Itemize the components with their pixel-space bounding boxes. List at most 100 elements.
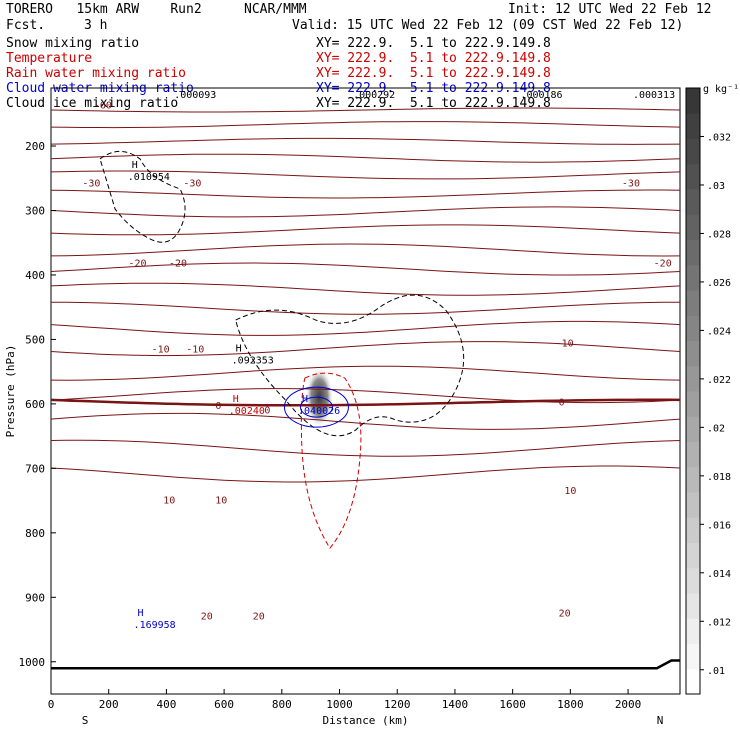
colorbar-segment bbox=[686, 517, 700, 543]
colorbar-tick-label: .024 bbox=[707, 326, 731, 337]
isotherm-line bbox=[50, 137, 681, 145]
colorbar-tick-label: .022 bbox=[707, 375, 731, 386]
colorbar-segment bbox=[686, 441, 700, 468]
isotherm-label: -30 bbox=[82, 178, 100, 189]
colorbar-segment bbox=[686, 315, 700, 341]
snow-contour-upper bbox=[99, 150, 186, 243]
colorbar-segment bbox=[686, 593, 700, 619]
colorbar-segment bbox=[686, 542, 700, 569]
y-tick-label: 700 bbox=[25, 462, 45, 475]
isotherm-line bbox=[50, 243, 681, 257]
x-tick-label: 600 bbox=[214, 698, 234, 711]
max-marker-symbol: H bbox=[302, 394, 308, 405]
legend-rain-xy: XY= 222.9. 5.1 to 222.9.149.8 bbox=[316, 66, 551, 81]
isotherm-label: -60 bbox=[94, 100, 112, 111]
legend-temp-xy: XY= 222.9. 5.1 to 222.9.149.8 bbox=[316, 51, 551, 66]
init-time: Init: 12 UTC Wed 22 Feb 12 bbox=[508, 2, 712, 17]
legend-snow-xy: XY= 222.9. 5.1 to 222.9.149.8 bbox=[316, 36, 551, 51]
isotherm-line bbox=[50, 320, 681, 336]
y-tick-label: 600 bbox=[25, 398, 45, 411]
isotherm-line bbox=[50, 224, 681, 236]
colorbar-segment bbox=[686, 365, 700, 392]
isotherm-line bbox=[50, 153, 681, 163]
isotherm-line bbox=[50, 206, 681, 218]
colorbar-segment bbox=[686, 391, 700, 417]
x-tick-label: 2000 bbox=[615, 698, 642, 711]
x-tick-label: 0 bbox=[48, 698, 55, 711]
colorbar-segment bbox=[686, 290, 700, 316]
isotherm-label: -10 bbox=[152, 345, 170, 356]
legend-temp: Temperature bbox=[6, 51, 93, 66]
isotherm-label: -30 bbox=[622, 178, 640, 189]
top-value-label: .000292 bbox=[353, 90, 395, 101]
y-tick-label: 800 bbox=[25, 527, 45, 540]
isotherm-line bbox=[50, 465, 681, 483]
colorbar-segment bbox=[686, 138, 700, 165]
org-label: NCAR/MMM bbox=[244, 2, 307, 17]
zero-degree-isotherm bbox=[50, 398, 681, 407]
colorbar-tick-label: .032 bbox=[707, 132, 731, 143]
isotherm-line bbox=[50, 107, 681, 113]
isotherm-line bbox=[50, 282, 681, 296]
endpoint-left: S bbox=[82, 714, 89, 727]
max-marker-symbol: H bbox=[138, 608, 144, 619]
isotherm-label: -30 bbox=[183, 178, 201, 189]
snow-contour-mid bbox=[235, 294, 465, 437]
isotherm-line bbox=[50, 388, 681, 404]
x-tick-label: 1800 bbox=[557, 698, 584, 711]
isotherm-label: 20 bbox=[559, 608, 571, 619]
max-marker-value: .169958 bbox=[134, 620, 176, 631]
y-tick-label: 300 bbox=[25, 204, 45, 217]
legend-rain: Rain water mixing ratio bbox=[6, 66, 187, 81]
top-value-label: .000186 bbox=[520, 90, 562, 101]
isotherm-label: 10 bbox=[215, 496, 227, 507]
isotherm-label: 10 bbox=[564, 486, 576, 497]
max-marker-symbol: H bbox=[236, 344, 242, 355]
y-axis-label: Pressure (hPa) bbox=[4, 345, 17, 438]
max-marker-symbol: H bbox=[132, 160, 138, 171]
colorbar-tick-label: .012 bbox=[707, 617, 731, 628]
valid-time: Valid: 15 UTC Wed 22 Feb 12 (09 CST Wed … bbox=[292, 18, 684, 33]
colorbar-segment bbox=[686, 113, 700, 139]
isotherm-line bbox=[50, 121, 681, 129]
x-tick-label: 1600 bbox=[499, 698, 526, 711]
max-marker-value: .040026 bbox=[298, 406, 340, 417]
cloudwater-contour-outer bbox=[283, 386, 349, 428]
fcst-value: 3 h bbox=[84, 18, 108, 33]
colorbar-segment bbox=[686, 567, 700, 594]
colorbar-tick-label: .02 bbox=[707, 423, 725, 434]
isotherm-label: 0 bbox=[559, 398, 565, 409]
x-tick-label: 200 bbox=[99, 698, 119, 711]
isotherm-label: -20 bbox=[654, 258, 672, 269]
cloudwater-contour-inner bbox=[299, 396, 333, 418]
colorbar-tick-label: .014 bbox=[707, 569, 731, 580]
isotherm-label: -10 bbox=[186, 345, 204, 356]
plot-frame bbox=[50, 87, 681, 695]
legend-cloudice-xy: XY= 222.9. 5.1 to 222.9.149.8 bbox=[316, 96, 551, 111]
colorbar-segment bbox=[686, 264, 700, 291]
isotherm-label: -20 bbox=[129, 258, 147, 269]
model-title: TORERO 15km ARW Run2 bbox=[6, 2, 202, 17]
max-marker-symbol: H bbox=[233, 394, 239, 405]
x-tick-label: 1400 bbox=[442, 698, 469, 711]
top-value-label: .000093 bbox=[174, 90, 216, 101]
isotherm-line bbox=[50, 412, 681, 430]
isotherm-line bbox=[50, 170, 681, 180]
colorbar-segment bbox=[686, 668, 700, 695]
colorbar-tick-label: .016 bbox=[707, 520, 731, 531]
isotherm-line bbox=[50, 301, 681, 315]
colorbar-tick-label: .03 bbox=[707, 181, 725, 192]
y-tick-label: 500 bbox=[25, 333, 45, 346]
isotherm-label: 20 bbox=[253, 612, 265, 623]
top-value-label: .000313 bbox=[633, 90, 675, 101]
rain-contour bbox=[300, 372, 362, 549]
colorbar-tick-label: .026 bbox=[707, 278, 731, 289]
colorbar-segment bbox=[686, 189, 700, 215]
colorbar-segment bbox=[686, 340, 700, 367]
isotherm-label: -20 bbox=[169, 258, 187, 269]
isotherm-label: 0 bbox=[264, 405, 270, 416]
max-marker-value: .00240 bbox=[229, 406, 265, 417]
isotherm-label: -10 bbox=[556, 338, 574, 349]
x-tick-label: 400 bbox=[156, 698, 176, 711]
